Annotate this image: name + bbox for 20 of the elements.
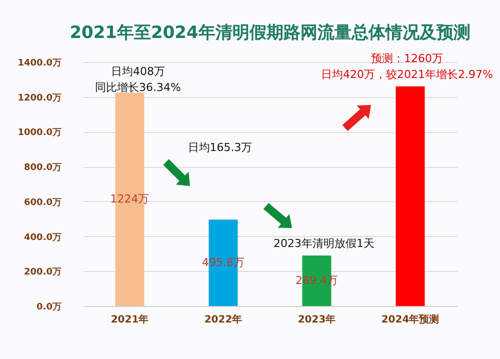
x-tick-label: 2024年预测 [381,314,440,326]
x-tick-label: 2022年 [204,314,242,326]
y-tick-label: 400.0万 [24,232,62,243]
annotation: 日均408万 [111,64,165,79]
x-tick-label: 2023年 [298,314,336,326]
y-tick-label: 1200.0万 [18,93,62,104]
annotation: 同比增长36.34% [95,80,181,95]
annotation: 日均165.3万 [188,140,252,155]
y-tick-label: 600.0万 [24,198,62,208]
x-tick-label: 2021年 [110,314,149,326]
y-tick-label: 800.0万 [24,163,62,174]
y-tick-label: 200.0万 [24,268,62,278]
y-tick-label: 0.0万 [36,302,62,312]
annotation: 预测：1260万 [371,51,443,66]
chart-title: 2021年至2024年清明假期路网流量总体情况及预测 [70,23,470,43]
y-tick-label: 1400.0万 [18,58,62,68]
annotation: 日均420万，较2021年增长2.97% [321,67,493,82]
annotation: 2023年清明放假1天 [274,236,374,251]
bar [396,86,425,306]
y-tick-label: 1000.0万 [18,128,62,138]
